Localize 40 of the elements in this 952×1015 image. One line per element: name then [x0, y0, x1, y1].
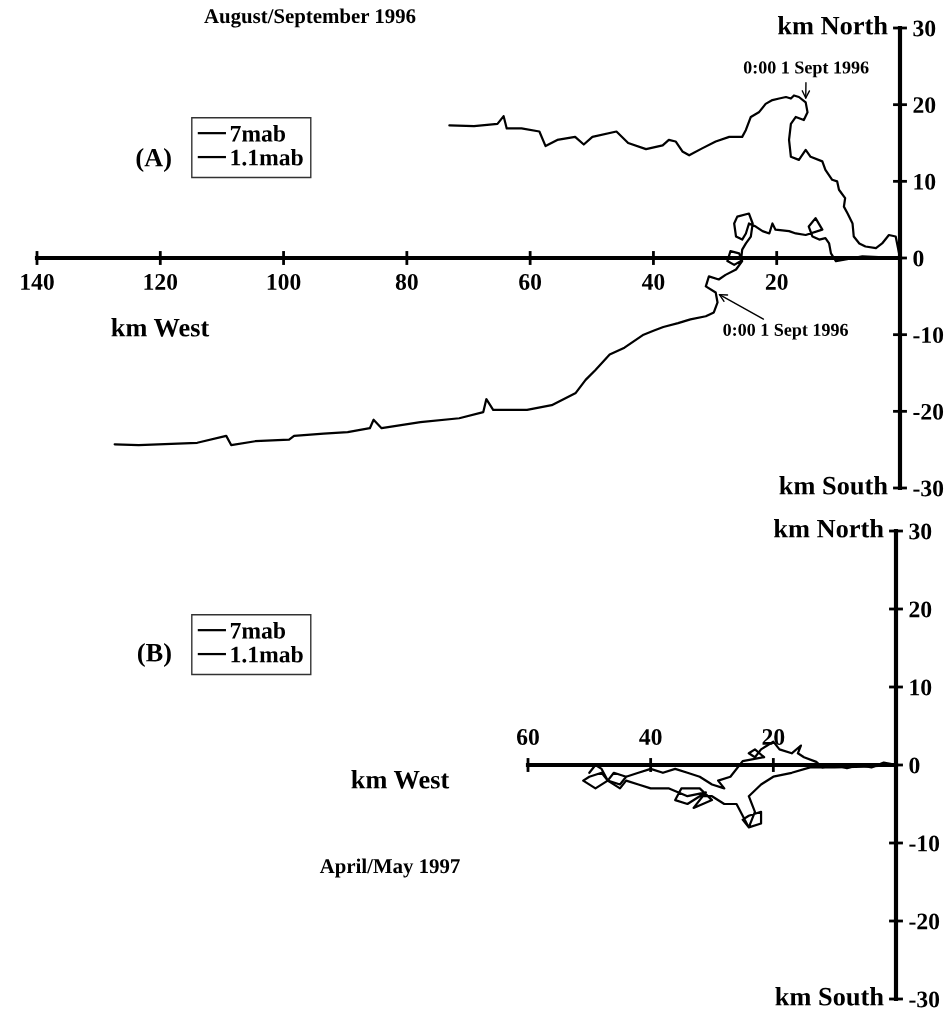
y-tick-label: 20 — [909, 601, 932, 618]
x-tick-label: 40 — [641, 273, 665, 290]
annotation: 0:00 1 Sept 1996 — [743, 61, 869, 78]
x-tick-label: 80 — [395, 273, 418, 290]
legend-label: 7mab — [230, 622, 286, 639]
y-tick-label: -30 — [909, 991, 940, 1008]
x-tick-label: 20 — [765, 273, 788, 290]
y-tick-label: -10 — [913, 327, 944, 344]
legend-label: 1.1mab — [231, 645, 303, 663]
text: April/May 1997 — [319, 858, 460, 878]
y-tick-label: 30 — [909, 523, 932, 540]
x-tick-label: 140 — [21, 273, 54, 290]
y-tick-label: -30 — [913, 480, 944, 497]
y-axis-title: km North — [777, 16, 888, 35]
chart-title: August/September 1996 — [204, 8, 416, 28]
y-tick-label: 10 — [910, 679, 932, 696]
x-tick-label: 60 — [517, 728, 539, 745]
y-tick-label: -20 — [909, 913, 940, 930]
x-axis-title: km West — [351, 770, 450, 789]
annotation: 0:00 1 Sept 1996 — [723, 323, 848, 340]
annotation: km South — [779, 476, 888, 495]
x-tick-label: 120 — [144, 273, 178, 290]
y-tick-label: -10 — [909, 835, 940, 852]
x-tick-label: 20 — [762, 728, 785, 745]
x-tick-label: 40 — [639, 728, 662, 745]
x-tick-label: 60 — [519, 273, 542, 290]
y-tick-label: -20 — [913, 403, 944, 420]
y-axis-title: km North — [773, 519, 884, 538]
y-tick-label: 10 — [914, 173, 936, 190]
legend-label: 7mab — [230, 125, 286, 142]
y-tick-label: 0 — [913, 250, 924, 267]
x-tick-label: 100 — [267, 273, 301, 290]
y-tick-label: 0 — [909, 757, 920, 774]
x-axis-title: km West — [111, 318, 210, 337]
y-tick-label: 30 — [913, 20, 936, 37]
annotation: (A) — [136, 148, 171, 172]
annotation: km South — [775, 987, 884, 1006]
y-tick-label: 20 — [913, 97, 936, 114]
text: (B) — [137, 643, 171, 667]
legend-label: 1.1mab — [231, 148, 303, 166]
